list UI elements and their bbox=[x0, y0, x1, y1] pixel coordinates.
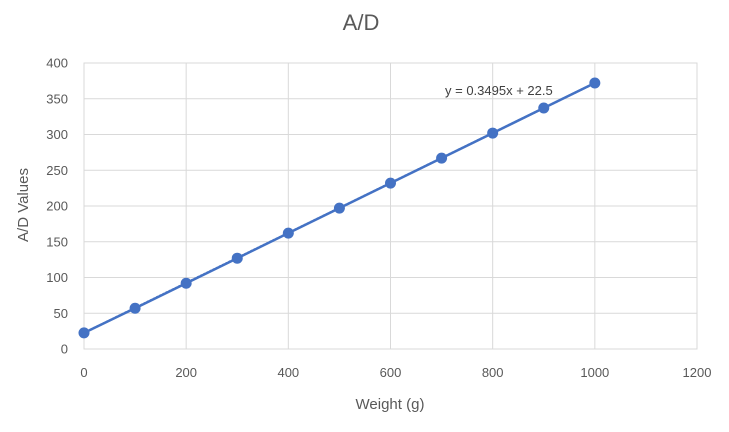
plot-area bbox=[83, 62, 698, 350]
data-point bbox=[385, 177, 396, 189]
data-point bbox=[231, 252, 243, 264]
data-point bbox=[538, 102, 550, 114]
y-tick-label: 250 bbox=[46, 163, 68, 178]
chart-title: A/D bbox=[343, 10, 380, 35]
x-axis-ticks: 0 200 400 600 800 1000 1200 bbox=[80, 365, 711, 380]
data-point bbox=[78, 327, 90, 339]
y-tick-label: 0 bbox=[61, 342, 68, 357]
x-tick-label: 1000 bbox=[580, 365, 609, 380]
data-point bbox=[129, 302, 141, 314]
y-tick-label: 100 bbox=[46, 270, 68, 285]
y-axis-ticks: 0 50 100 150 200 250 300 350 400 bbox=[46, 56, 68, 357]
y-tick-label: 200 bbox=[46, 199, 68, 214]
data-point bbox=[589, 77, 601, 89]
x-tick-label: 200 bbox=[175, 365, 197, 380]
x-tick-label: 400 bbox=[277, 365, 299, 380]
x-tick-label: 0 bbox=[80, 365, 87, 380]
y-tick-label: 350 bbox=[46, 91, 68, 106]
data-point bbox=[180, 277, 192, 289]
x-tick-label: 800 bbox=[482, 365, 504, 380]
x-axis-label: Weight (g) bbox=[356, 396, 425, 413]
y-tick-label: 400 bbox=[46, 56, 68, 71]
data-points bbox=[78, 77, 601, 339]
data-point bbox=[436, 152, 448, 164]
trendline-equation: y = 0.3495x + 22.5 bbox=[445, 83, 553, 98]
gridlines bbox=[83, 62, 698, 350]
data-point bbox=[333, 202, 345, 214]
x-tick-label: 1200 bbox=[683, 365, 712, 380]
y-tick-label: 50 bbox=[54, 306, 68, 321]
x-tick-label: 600 bbox=[380, 365, 402, 380]
y-axis-label: A/D Values bbox=[15, 168, 32, 242]
y-tick-label: 300 bbox=[46, 127, 68, 142]
y-tick-label: 150 bbox=[46, 234, 68, 249]
data-point bbox=[282, 227, 294, 239]
data-point bbox=[487, 127, 499, 139]
